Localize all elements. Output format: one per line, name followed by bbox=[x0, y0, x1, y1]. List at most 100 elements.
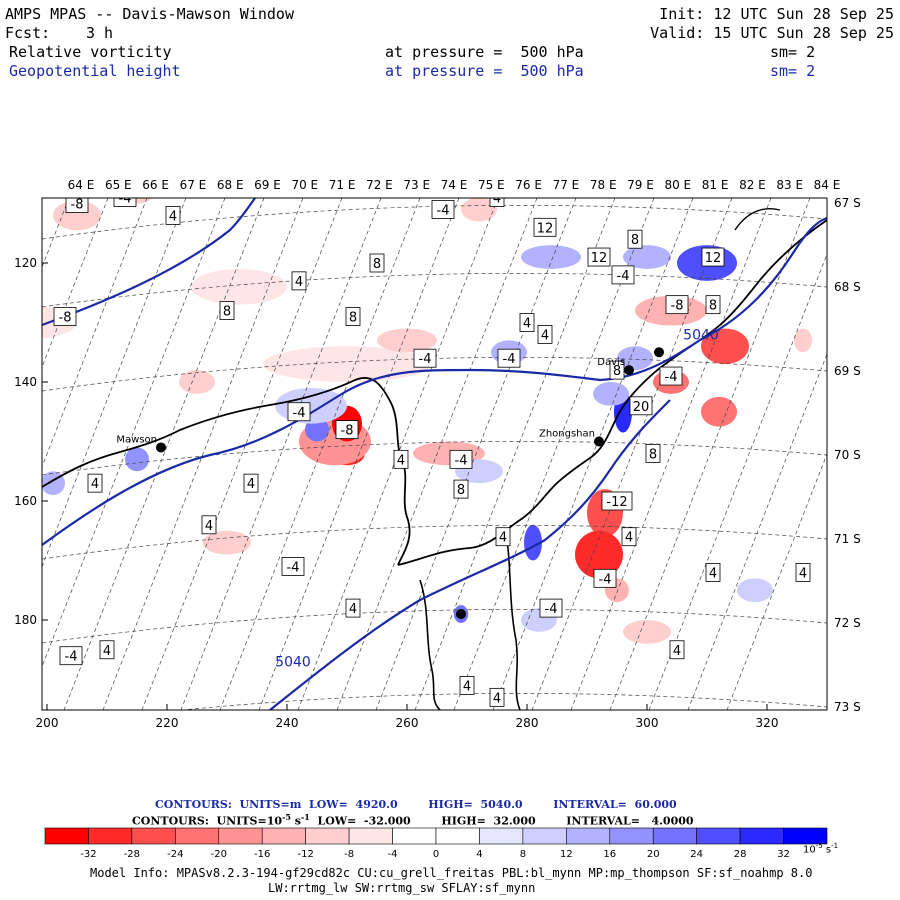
vorticity-label-text: -12 bbox=[606, 495, 627, 510]
lat-label: 68 S bbox=[834, 280, 861, 294]
meridian bbox=[0, 198, 30, 710]
vorticity-shading bbox=[42, 198, 812, 644]
vorticity-label-box bbox=[449, 449, 473, 469]
parallel bbox=[42, 525, 827, 560]
lon-label: 77 E bbox=[553, 178, 580, 192]
forecast-value: 3 h bbox=[86, 24, 114, 42]
vorticity-label-box bbox=[453, 479, 469, 499]
lon-label: 68 E bbox=[217, 178, 244, 192]
lon-label: 79 E bbox=[627, 178, 654, 192]
vorticity-label-box bbox=[497, 348, 521, 368]
height-label: 5040 bbox=[275, 655, 311, 671]
vorticity-label-text: -4 bbox=[455, 453, 468, 468]
vorticity-label: 4 bbox=[795, 563, 811, 582]
lat-label: 71 S bbox=[834, 532, 861, 546]
forecast-label: Fcst: bbox=[5, 24, 51, 42]
vorticity-cell bbox=[125, 447, 149, 472]
vorticity-label: 4 bbox=[459, 676, 475, 695]
vorticity-label-text: -4 bbox=[65, 650, 78, 665]
vorticity-label: -4 bbox=[449, 449, 473, 469]
colorbar-tick: -20 bbox=[211, 849, 227, 860]
vorticity-label-text: 4 bbox=[799, 566, 807, 581]
vorticity-cell bbox=[701, 396, 737, 427]
vorticity-label-text: 4 bbox=[25, 584, 33, 599]
vorticity-label: 12 bbox=[533, 217, 557, 237]
vorticity-label-text: -4 bbox=[599, 572, 612, 587]
vorticity-label: -4 bbox=[497, 348, 521, 368]
lat-label: 73 S bbox=[834, 700, 861, 714]
vorticity-label-box bbox=[645, 443, 661, 463]
height-contours-info: CONTOURS: UNITS=m LOW= 4920.0 HIGH= 5040… bbox=[155, 798, 677, 811]
vorticity-label-box bbox=[113, 198, 137, 207]
meridian bbox=[492, 198, 694, 710]
vorticity-label-box bbox=[459, 676, 475, 695]
colorbar-swatch bbox=[566, 827, 611, 845]
colorbar-tick: 32 bbox=[777, 849, 790, 860]
lon-label: 71 E bbox=[329, 178, 356, 192]
vorticity-label-box bbox=[53, 307, 77, 326]
meridian bbox=[42, 198, 148, 468]
meridian bbox=[42, 198, 70, 269]
vorticity-cell bbox=[275, 387, 347, 424]
meridian bbox=[336, 198, 538, 710]
vorticity-label: 4 bbox=[345, 598, 361, 618]
colorbar-tick: -8 bbox=[344, 849, 354, 860]
vorticity-label-box bbox=[431, 200, 455, 219]
vorticity-label-box bbox=[659, 366, 683, 386]
colorbar-tick: 16 bbox=[603, 849, 616, 860]
station-name: Davis bbox=[597, 357, 625, 368]
vorticity-label: -4 bbox=[59, 646, 83, 666]
vorticity-label-box bbox=[219, 301, 235, 321]
vorticity-map: -8-444-41281212-484-4-8884-884-4-48-4-4-… bbox=[0, 178, 861, 730]
station-dot bbox=[456, 609, 466, 620]
colorbar-swatch bbox=[739, 827, 784, 845]
colorbar-swatch bbox=[218, 827, 263, 845]
vorticity-label-box bbox=[335, 420, 359, 440]
vorticity-label-text: -4 bbox=[437, 203, 450, 218]
colorbar-swatch bbox=[131, 827, 176, 845]
vorticity-label-text: 12 bbox=[591, 251, 608, 266]
vorticity-label-text: 4 bbox=[205, 519, 213, 534]
vorticity-label: 8 bbox=[627, 229, 643, 249]
colorbar-tick: 20 bbox=[647, 849, 660, 860]
vorticity-label-box bbox=[489, 687, 505, 707]
y-tick-label: 180 bbox=[14, 613, 37, 627]
vorticity-label-box bbox=[537, 324, 553, 344]
meridian bbox=[102, 198, 304, 710]
vorticity-label: -4 bbox=[593, 568, 617, 588]
vorticity-cell bbox=[701, 328, 749, 365]
colorbar-units: 10-5 s-1 bbox=[803, 842, 839, 856]
colorbar-swatch bbox=[696, 827, 741, 845]
colorbar-tick: -32 bbox=[80, 849, 96, 860]
vorticity-label: -8 bbox=[65, 198, 89, 213]
latitude-labels: 67 S 68 S 69 S 70 S 71 S 72 S 73 S bbox=[834, 196, 861, 714]
height-label: 5040 bbox=[683, 327, 719, 343]
vorticity-label-text: 4 bbox=[349, 602, 357, 617]
colorbar-swatch bbox=[392, 827, 437, 845]
vorticity-cell bbox=[794, 328, 812, 353]
vorticity-label-box bbox=[65, 198, 89, 213]
vorticity-label-text: 4 bbox=[493, 691, 501, 706]
vorticity-cell bbox=[461, 198, 497, 222]
vorticity-label: 8 bbox=[453, 479, 469, 499]
colorbar-swatch bbox=[652, 827, 697, 845]
vorticity-cell bbox=[617, 346, 653, 371]
vorticity-label: 4 bbox=[165, 205, 181, 225]
colorbar-tick: -24 bbox=[167, 849, 183, 860]
vorticity-cell bbox=[203, 530, 251, 555]
vorticity-label: 4 bbox=[393, 449, 409, 469]
vorticity-label: 8 bbox=[645, 443, 661, 463]
vorticity-label: -8 bbox=[335, 420, 359, 440]
meridian bbox=[726, 453, 827, 710]
vorticity-label-text: 4 bbox=[91, 477, 99, 492]
longitude-labels: 64 E 65 E 66 E 67 E 68 E 69 E 70 E 71 E 72 E 73 E… bbox=[68, 178, 841, 192]
y-tick-label: 160 bbox=[14, 494, 37, 508]
station-dot bbox=[654, 347, 664, 358]
vorticity-label: -4 bbox=[281, 557, 305, 576]
colorbar-tick: -28 bbox=[124, 849, 140, 860]
vorticity-label-text: 8 bbox=[373, 257, 381, 272]
meridian bbox=[414, 198, 616, 710]
vorticity-label: -4 bbox=[413, 348, 437, 368]
vorticity-label: 4 bbox=[489, 687, 505, 707]
vorticity-label: 4 bbox=[519, 313, 535, 332]
